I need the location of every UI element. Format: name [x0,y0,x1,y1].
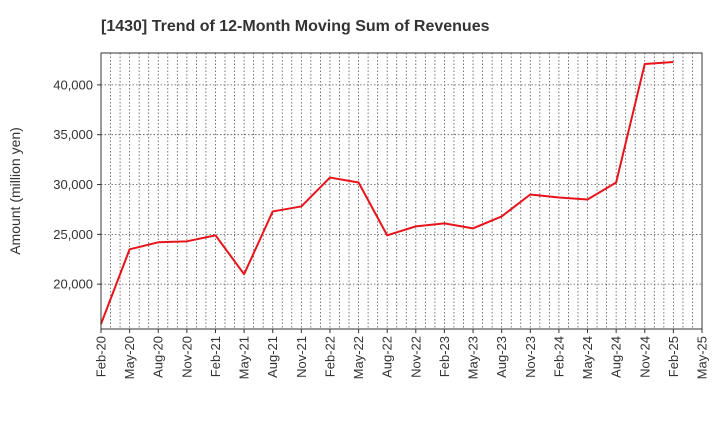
x-tick-label: Aug-24 [609,336,624,378]
y-tick-label: 40,000 [53,77,93,92]
x-tick-label: Feb-24 [551,336,566,377]
y-axis-label: Amount (million yen) [7,127,23,255]
y-axis-ticks: 20,000 25,000 30,000 35,000 40,000 [53,77,101,292]
x-tick-label: Aug-21 [265,336,280,378]
y-tick-label: 25,000 [53,227,93,242]
x-tick-label: Feb-20 [94,336,109,377]
x-tick-label: May-25 [695,336,710,379]
plot-frame [100,52,703,330]
chart-title: [1430] Trend of 12-Month Moving Sum of R… [101,18,490,35]
x-tick-label: Nov-23 [523,336,538,378]
x-tick-label: Nov-24 [637,336,652,378]
y-tick-label: 30,000 [53,177,93,192]
x-tick-label: Feb-23 [437,336,452,377]
x-tick-label: Feb-21 [208,336,223,377]
x-tick-label: Nov-20 [179,336,194,378]
x-tick-label: Nov-21 [294,336,309,378]
x-tick-label: May-20 [122,336,137,379]
x-tick-label: May-23 [466,336,481,379]
x-tick-label: May-24 [580,336,595,379]
grid-lines [101,53,702,329]
x-tick-label: Feb-22 [322,336,337,377]
x-tick-label: Aug-22 [380,336,395,378]
x-tick-label: Aug-23 [494,336,509,378]
y-tick-label: 35,000 [53,127,93,142]
y-tick-label: 20,000 [53,277,93,292]
x-axis-ticks: Feb-20 May-20 Aug-20 Nov-20 Feb-21 May-21 Aug-… [94,329,710,379]
x-tick-label: Aug-20 [151,336,166,378]
x-tick-label: Nov-22 [408,336,423,378]
x-tick-label: May-21 [237,336,252,379]
series-group [100,60,674,325]
x-tick-label: Feb-25 [666,336,681,377]
x-tick-label: May-22 [351,336,366,379]
